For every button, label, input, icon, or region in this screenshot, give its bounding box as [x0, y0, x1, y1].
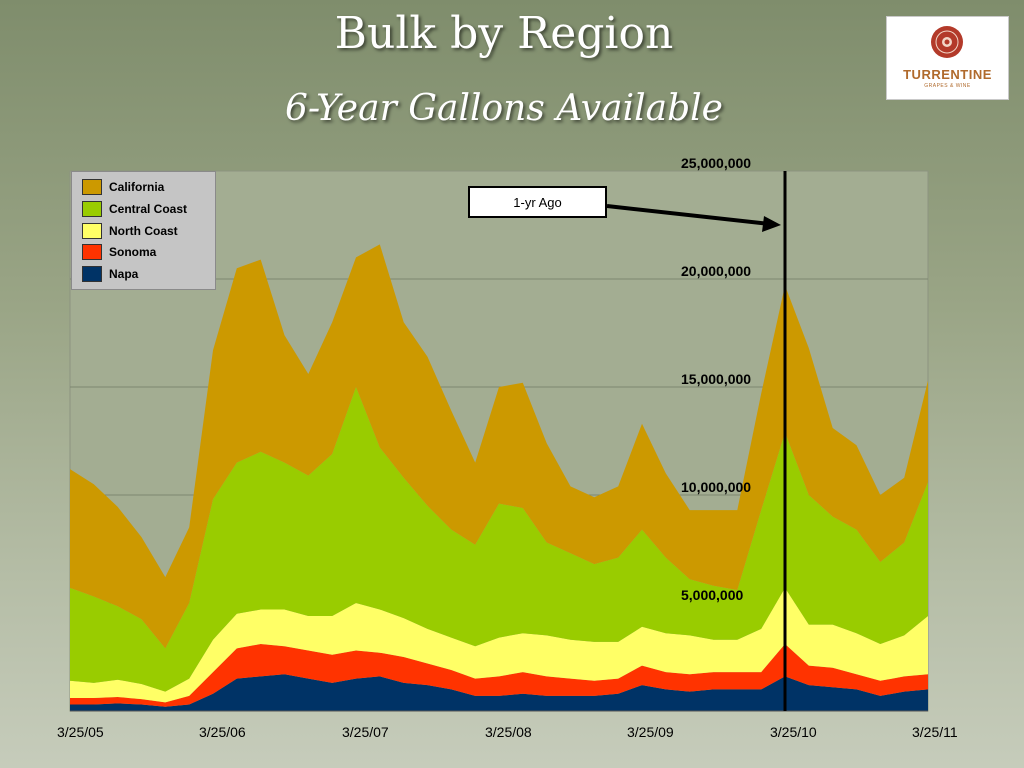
x-tick-label: 3/25/11 — [912, 724, 958, 740]
logo-tagline: GRAPES & WINE — [924, 83, 971, 89]
x-tick-label: 3/25/06 — [199, 724, 246, 740]
legend-label-sonoma: Sonoma — [109, 245, 157, 259]
series-area-north-coast — [70, 587, 928, 703]
logo-wordmark: TURRENTINE — [903, 67, 992, 82]
legend-item-central-coast: Central Coast — [82, 200, 187, 218]
series-area-napa — [70, 674, 928, 711]
chart-title: Bulk by Region — [334, 8, 674, 59]
logo-seal-icon — [931, 26, 963, 58]
y-tick-label: 15,000,000 — [681, 371, 752, 387]
y-tick-label: 5,000,000 — [681, 587, 744, 603]
legend-label-central-coast: Central Coast — [109, 202, 188, 216]
legend-swatch-north-coast — [82, 223, 102, 239]
callout-arrow-line — [606, 204, 771, 226]
series-area-california — [70, 244, 928, 649]
x-tick-label: 3/25/07 — [342, 724, 389, 740]
series-area-sonoma — [70, 644, 928, 707]
chart-legend: California Central Coast North Coast Son… — [71, 171, 216, 290]
legend-item-napa: Napa — [82, 265, 138, 283]
legend-swatch-napa — [82, 266, 102, 282]
chart-subtitle: 6-Year Gallons Available — [285, 88, 723, 129]
series-area-central-coast — [70, 387, 928, 692]
x-tick-label: 3/25/09 — [627, 724, 674, 740]
y-tick-label: 10,000,000 — [681, 479, 752, 495]
legend-label-napa: Napa — [109, 267, 139, 281]
y-tick-label: 20,000,000 — [681, 263, 752, 279]
legend-item-california: California — [82, 178, 164, 196]
legend-swatch-sonoma — [82, 244, 102, 260]
callout-arrow-head — [762, 216, 781, 232]
legend-item-sonoma: Sonoma — [82, 243, 156, 261]
y-tick-label: 25,000,000 — [681, 155, 752, 171]
one-year-ago-callout: 1-yr Ago — [468, 186, 607, 218]
turrentine-logo: TURRENTINE GRAPES & WINE — [886, 16, 1009, 100]
legend-swatch-central-coast — [82, 201, 102, 217]
legend-label-california: California — [109, 180, 165, 194]
x-tick-label: 3/25/05 — [57, 724, 104, 740]
x-tick-label: 3/25/08 — [485, 724, 532, 740]
legend-label-north-coast: North Coast — [109, 224, 178, 238]
legend-item-north-coast: North Coast — [82, 222, 178, 240]
x-tick-label: 3/25/10 — [770, 724, 817, 740]
legend-swatch-california — [82, 179, 102, 195]
